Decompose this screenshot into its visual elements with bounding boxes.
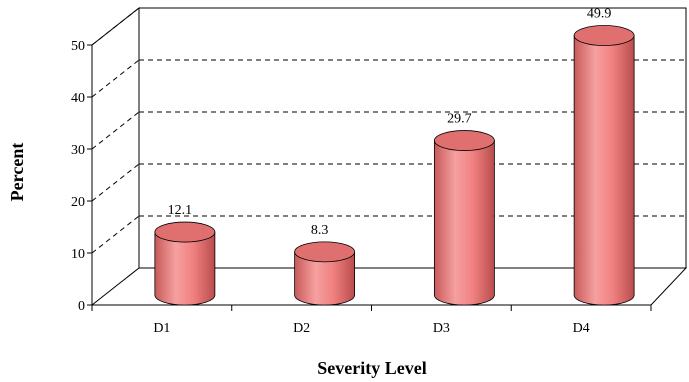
y-tick-label: 30 xyxy=(71,143,85,158)
bar-top xyxy=(294,241,356,263)
x-axis-title: Severity Level xyxy=(317,358,426,378)
y-tick-label: 40 xyxy=(71,91,85,106)
bar-top xyxy=(154,221,216,243)
x-tick-label: D1 xyxy=(153,321,170,336)
gridline-diag xyxy=(91,163,140,202)
bar-d4: 49.9 xyxy=(573,7,635,306)
bar-top xyxy=(433,130,495,151)
data-label: 12.1 xyxy=(168,203,193,218)
x-axis-ticks: D1 D2 D3 D4 xyxy=(91,305,652,336)
bar-body xyxy=(573,35,635,306)
bar-body xyxy=(433,140,495,306)
gridline-diag xyxy=(91,215,140,254)
x-tick-label: D2 xyxy=(293,321,310,336)
y-axis-ticks: 0 10 20 30 40 50 xyxy=(71,39,92,314)
y-axis-title: Percent xyxy=(7,143,27,202)
left-wall xyxy=(91,6,140,305)
bar-d2: 8.3 xyxy=(294,223,356,306)
y-tick-label: 50 xyxy=(71,39,85,54)
gridline-diag xyxy=(91,59,140,98)
gridline-diag xyxy=(91,7,140,46)
gridline-diag xyxy=(91,111,140,150)
bars: 12.1 8.3 29.7 49.9 xyxy=(154,7,635,306)
bar-top xyxy=(573,25,635,46)
x-tick-label: D4 xyxy=(573,321,590,336)
y-tick-label: 20 xyxy=(71,195,85,210)
data-label: 49.9 xyxy=(587,7,612,22)
bar-body xyxy=(154,231,216,306)
data-label: 8.3 xyxy=(311,223,329,238)
gridlines xyxy=(91,7,686,254)
back-wall xyxy=(139,7,687,268)
data-label: 29.7 xyxy=(447,112,472,127)
x-tick-label: D3 xyxy=(433,321,450,336)
bar-body xyxy=(294,251,356,306)
y-tick-label: 0 xyxy=(78,299,85,314)
y-tick-label: 10 xyxy=(71,247,85,262)
bar-d3: 29.7 xyxy=(433,112,495,306)
bar-d1: 12.1 xyxy=(154,203,216,306)
